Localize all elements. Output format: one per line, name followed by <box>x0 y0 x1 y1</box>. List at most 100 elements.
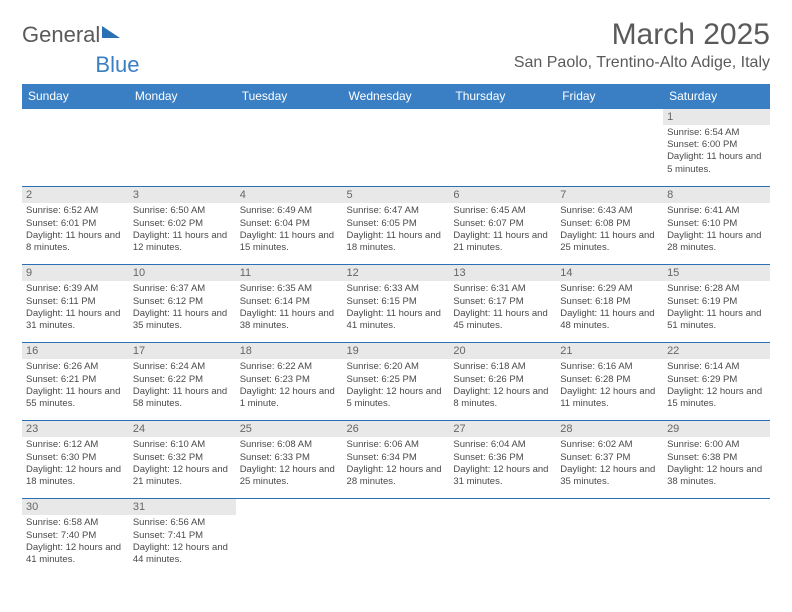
sunset-text: Sunset: 6:01 PM <box>26 218 125 230</box>
calendar-day-cell: 28Sunrise: 6:02 AMSunset: 6:37 PMDayligh… <box>556 421 663 499</box>
calendar-week-row: 1Sunrise: 6:54 AMSunset: 6:00 PMDaylight… <box>22 109 770 187</box>
day-info: Sunrise: 6:28 AMSunset: 6:19 PMDaylight:… <box>667 283 766 332</box>
sunrise-text: Sunrise: 6:37 AM <box>133 283 232 295</box>
day-number: 10 <box>129 265 236 281</box>
calendar-body: 1Sunrise: 6:54 AMSunset: 6:00 PMDaylight… <box>22 109 770 577</box>
calendar-day-cell <box>449 499 556 577</box>
day-number: 14 <box>556 265 663 281</box>
sunset-text: Sunset: 6:34 PM <box>347 452 446 464</box>
daylight-text: Daylight: 11 hours and 15 minutes. <box>240 230 339 255</box>
calendar-week-row: 16Sunrise: 6:26 AMSunset: 6:21 PMDayligh… <box>22 343 770 421</box>
sunrise-text: Sunrise: 6:14 AM <box>667 361 766 373</box>
day-info: Sunrise: 6:04 AMSunset: 6:36 PMDaylight:… <box>453 439 552 488</box>
logo-text-general: General <box>22 22 100 48</box>
day-number: 18 <box>236 343 343 359</box>
day-info: Sunrise: 6:50 AMSunset: 6:02 PMDaylight:… <box>133 205 232 254</box>
sunset-text: Sunset: 6:11 PM <box>26 296 125 308</box>
daylight-text: Daylight: 12 hours and 8 minutes. <box>453 386 552 411</box>
calendar-day-cell <box>556 499 663 577</box>
day-number: 1 <box>663 109 770 125</box>
calendar-week-row: 2Sunrise: 6:52 AMSunset: 6:01 PMDaylight… <box>22 187 770 265</box>
calendar-day-cell: 14Sunrise: 6:29 AMSunset: 6:18 PMDayligh… <box>556 265 663 343</box>
sunset-text: Sunset: 6:17 PM <box>453 296 552 308</box>
day-info: Sunrise: 6:43 AMSunset: 6:08 PMDaylight:… <box>560 205 659 254</box>
day-number: 11 <box>236 265 343 281</box>
calendar-day-cell: 19Sunrise: 6:20 AMSunset: 6:25 PMDayligh… <box>343 343 450 421</box>
calendar-day-cell: 22Sunrise: 6:14 AMSunset: 6:29 PMDayligh… <box>663 343 770 421</box>
sunset-text: Sunset: 7:40 PM <box>26 530 125 542</box>
day-number: 7 <box>556 187 663 203</box>
sunset-text: Sunset: 6:30 PM <box>26 452 125 464</box>
day-info: Sunrise: 6:02 AMSunset: 6:37 PMDaylight:… <box>560 439 659 488</box>
calendar-day-cell: 12 Sunrise: 6:33 AMSunset: 6:15 PMDayligh… <box>343 265 450 343</box>
day-number: 8 <box>663 187 770 203</box>
sunset-text: Sunset: 7:41 PM <box>133 530 232 542</box>
day-info: Sunrise: 6:47 AMSunset: 6:05 PMDaylight:… <box>347 205 446 254</box>
sunset-text: Sunset: 6:37 PM <box>560 452 659 464</box>
sunrise-text: Sunrise: 6:28 AM <box>667 283 766 295</box>
calendar-day-cell: 1Sunrise: 6:54 AMSunset: 6:00 PMDaylight… <box>663 109 770 187</box>
daylight-text: Daylight: 12 hours and 35 minutes. <box>560 464 659 489</box>
calendar-day-cell: 9Sunrise: 6:39 AMSunset: 6:11 PMDaylight… <box>22 265 129 343</box>
day-number: 9 <box>22 265 129 281</box>
day-info: Sunrise: 6:14 AMSunset: 6:29 PMDaylight:… <box>667 361 766 410</box>
day-number: 17 <box>129 343 236 359</box>
daylight-text: Daylight: 12 hours and 18 minutes. <box>26 464 125 489</box>
sunrise-text: Sunrise: 6:52 AM <box>26 205 125 217</box>
calendar-day-cell: 8Sunrise: 6:41 AMSunset: 6:10 PMDaylight… <box>663 187 770 265</box>
calendar-day-cell <box>236 109 343 187</box>
sunset-text: Sunset: 6:12 PM <box>133 296 232 308</box>
calendar-day-cell <box>236 499 343 577</box>
sunrise-text: Sunrise: 6:04 AM <box>453 439 552 451</box>
sunrise-text: Sunrise: 6:33 AM <box>347 283 446 295</box>
calendar-week-row: 9Sunrise: 6:39 AMSunset: 6:11 PMDaylight… <box>22 265 770 343</box>
daylight-text: Daylight: 12 hours and 38 minutes. <box>667 464 766 489</box>
day-number: 19 <box>343 343 450 359</box>
sunrise-text: Sunrise: 6:10 AM <box>133 439 232 451</box>
sunrise-text: Sunrise: 6:49 AM <box>240 205 339 217</box>
daylight-text: Daylight: 12 hours and 25 minutes. <box>240 464 339 489</box>
day-number: 21 <box>556 343 663 359</box>
calendar-day-cell: 2Sunrise: 6:52 AMSunset: 6:01 PMDaylight… <box>22 187 129 265</box>
day-info: Sunrise: 6:33 AMSunset: 6:15 PMDaylight:… <box>347 283 446 332</box>
day-info: Sunrise: 6:08 AMSunset: 6:33 PMDaylight:… <box>240 439 339 488</box>
day-info: Sunrise: 6:00 AMSunset: 6:38 PMDaylight:… <box>667 439 766 488</box>
calendar-day-cell <box>343 109 450 187</box>
calendar-day-cell: 31Sunrise: 6:56 AMSunset: 7:41 PMDayligh… <box>129 499 236 577</box>
sunset-text: Sunset: 6:02 PM <box>133 218 232 230</box>
daylight-text: Daylight: 12 hours and 31 minutes. <box>453 464 552 489</box>
calendar-day-cell: 4Sunrise: 6:49 AMSunset: 6:04 PMDaylight… <box>236 187 343 265</box>
sunrise-text: Sunrise: 6:54 AM <box>667 127 766 139</box>
day-number: 6 <box>449 187 556 203</box>
daylight-text: Daylight: 11 hours and 12 minutes. <box>133 230 232 255</box>
calendar-day-cell: 27Sunrise: 6:04 AMSunset: 6:36 PMDayligh… <box>449 421 556 499</box>
sunrise-text: Sunrise: 6:24 AM <box>133 361 232 373</box>
day-info: Sunrise: 6:56 AMSunset: 7:41 PMDaylight:… <box>133 517 232 566</box>
calendar-day-cell: 16Sunrise: 6:26 AMSunset: 6:21 PMDayligh… <box>22 343 129 421</box>
month-title: March 2025 <box>514 18 770 52</box>
daylight-text: Daylight: 12 hours and 44 minutes. <box>133 542 232 567</box>
day-info: Sunrise: 6:12 AMSunset: 6:30 PMDaylight:… <box>26 439 125 488</box>
calendar-day-cell: 29Sunrise: 6:00 AMSunset: 6:38 PMDayligh… <box>663 421 770 499</box>
day-info: Sunrise: 6:35 AMSunset: 6:14 PMDaylight:… <box>240 283 339 332</box>
day-number: 4 <box>236 187 343 203</box>
day-number: 12 <box>343 265 450 281</box>
day-number: 24 <box>129 421 236 437</box>
day-number: 23 <box>22 421 129 437</box>
day-info: Sunrise: 6:31 AMSunset: 6:17 PMDaylight:… <box>453 283 552 332</box>
daylight-text: Daylight: 11 hours and 35 minutes. <box>133 308 232 333</box>
weekday-header: Thursday <box>449 84 556 109</box>
daylight-text: Daylight: 11 hours and 58 minutes. <box>133 386 232 411</box>
calendar-day-cell: 15Sunrise: 6:28 AMSunset: 6:19 PMDayligh… <box>663 265 770 343</box>
sunrise-text: Sunrise: 6:41 AM <box>667 205 766 217</box>
calendar-day-cell <box>449 109 556 187</box>
sunset-text: Sunset: 6:21 PM <box>26 374 125 386</box>
calendar-day-cell <box>556 109 663 187</box>
sunset-text: Sunset: 6:32 PM <box>133 452 232 464</box>
sunset-text: Sunset: 6:15 PM <box>347 296 446 308</box>
day-number: 20 <box>449 343 556 359</box>
day-info: Sunrise: 6:18 AMSunset: 6:26 PMDaylight:… <box>453 361 552 410</box>
weekday-header: Tuesday <box>236 84 343 109</box>
calendar-day-cell: 30Sunrise: 6:58 AMSunset: 7:40 PMDayligh… <box>22 499 129 577</box>
calendar-day-cell: 5Sunrise: 6:47 AMSunset: 6:05 PMDaylight… <box>343 187 450 265</box>
